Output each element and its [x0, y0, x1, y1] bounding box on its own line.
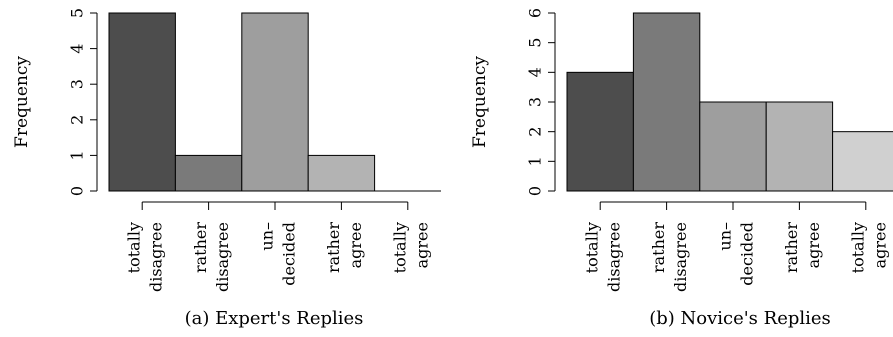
bar-3 [307, 154, 376, 192]
x-tick-label: disagree [213, 222, 232, 292]
x-tick-label: agree [804, 222, 823, 268]
y-tick-label: 5 [68, 8, 87, 18]
bar-4 [832, 131, 893, 192]
x-tick-label: decided [738, 222, 757, 286]
y-tick-label: 4 [526, 67, 545, 77]
y-axis-label: Frequency [470, 56, 490, 148]
y-axis-label: Frequency [12, 56, 32, 148]
x-tick-label: rather [649, 222, 668, 273]
chart-caption: (a) Expert's Replies [185, 308, 364, 329]
bar-3 [765, 101, 834, 192]
bar-1 [174, 154, 243, 192]
y-tick-label: 1 [68, 150, 87, 160]
bar-1 [632, 12, 701, 192]
bar-2 [241, 12, 309, 192]
x-tick-label: totally [583, 222, 602, 273]
x-tick-label: totally [848, 222, 867, 273]
y-tick-label: 0 [526, 186, 545, 196]
chart-caption: (b) Novice's Replies [649, 308, 831, 329]
x-tick-label: un– [258, 222, 277, 251]
x-tick-label: decided [280, 222, 299, 286]
x-tick-label: agree [870, 222, 889, 268]
y-tick-label: 5 [526, 38, 545, 48]
bar-0 [108, 12, 176, 192]
x-tick-label: totally [390, 222, 409, 273]
y-tick-label: 3 [526, 97, 545, 107]
y-tick-label: 0 [68, 186, 87, 196]
y-tick-label: 6 [526, 8, 545, 18]
y-tick-label: 2 [68, 115, 87, 125]
x-tick-label: disagree [605, 222, 624, 292]
x-tick-label: agree [346, 222, 365, 268]
x-tick-label: un– [716, 222, 735, 251]
x-tick-label: disagree [671, 222, 690, 292]
y-tick-label: 4 [68, 44, 87, 54]
x-tick-label: rather [324, 222, 343, 273]
x-tick-label: totally [125, 222, 144, 273]
bar-0 [566, 71, 634, 192]
x-tick-label: rather [782, 222, 801, 273]
y-tick-label: 2 [526, 127, 545, 137]
y-tick-label: 1 [526, 156, 545, 166]
bar-2 [699, 101, 767, 192]
x-tick-label: agree [412, 222, 431, 268]
x-tick-label: rather [191, 222, 210, 273]
x-tick-label: disagree [147, 222, 166, 292]
y-tick-label: 3 [68, 79, 87, 89]
